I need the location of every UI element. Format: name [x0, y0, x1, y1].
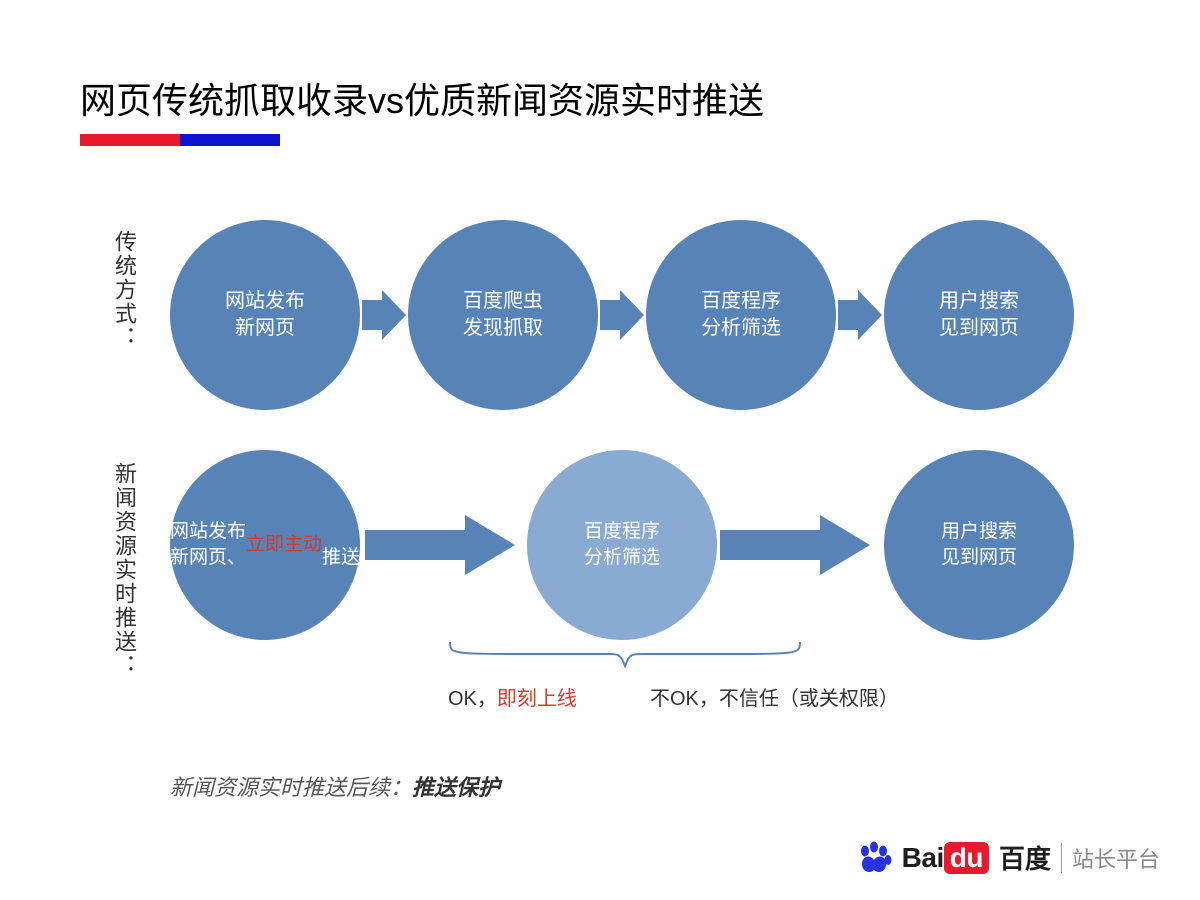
- underline-red: [80, 134, 180, 146]
- row-label-traditional: 传统方式：: [108, 230, 140, 350]
- baidu-logo: Baidu 百度 站长平台: [856, 839, 1160, 876]
- trad-step-2: 百度爬虫发现抓取: [408, 220, 598, 410]
- push-step-2: 百度程序分析筛选: [527, 450, 717, 640]
- trad-arrow-3: [838, 290, 882, 345]
- title-underline: [80, 134, 280, 146]
- footer-note: 新闻资源实时推送后续：推送保护: [170, 770, 500, 802]
- brace: [445, 640, 805, 675]
- logo-site: 站长平台: [1072, 842, 1160, 874]
- annotation-ok: OK，即刻上线: [448, 682, 577, 711]
- paw-icon: [856, 840, 892, 876]
- logo-bai: Bai: [902, 842, 944, 873]
- footer-prefix: 新闻资源实时推送后续：: [170, 775, 412, 800]
- push-step-1: 网站发布新网页、立即主动推送: [170, 450, 360, 640]
- row-label-push: 新闻资源实时推送：: [108, 462, 140, 678]
- trad-step-4: 用户搜索见到网页: [884, 220, 1074, 410]
- trad-arrow-1: [362, 290, 406, 345]
- annotation-ok-prefix: OK，: [448, 688, 497, 710]
- logo-divider: [1061, 843, 1062, 873]
- logo-du: du: [944, 842, 989, 874]
- annotation-not-ok: 不OK，不信任（或关权限）: [650, 682, 899, 711]
- footer-bold: 推送保护: [412, 775, 500, 800]
- push-step-3: 用户搜索见到网页: [884, 450, 1074, 640]
- logo-text-cn: 百度: [999, 839, 1051, 876]
- push-arrow-2: [720, 515, 870, 580]
- annotation-ok-highlight: 即刻上线: [497, 688, 577, 710]
- slide-title: 网页传统抓取收录vs优质新闻资源实时推送: [80, 72, 764, 124]
- brace-svg: [445, 640, 805, 670]
- trad-arrow-2: [600, 290, 644, 345]
- underline-blue: [180, 134, 280, 146]
- trad-step-1: 网站发布新网页: [170, 220, 360, 410]
- logo-text-latin: Baidu: [902, 842, 989, 874]
- push-arrow-1: [365, 515, 515, 580]
- trad-step-3: 百度程序分析筛选: [646, 220, 836, 410]
